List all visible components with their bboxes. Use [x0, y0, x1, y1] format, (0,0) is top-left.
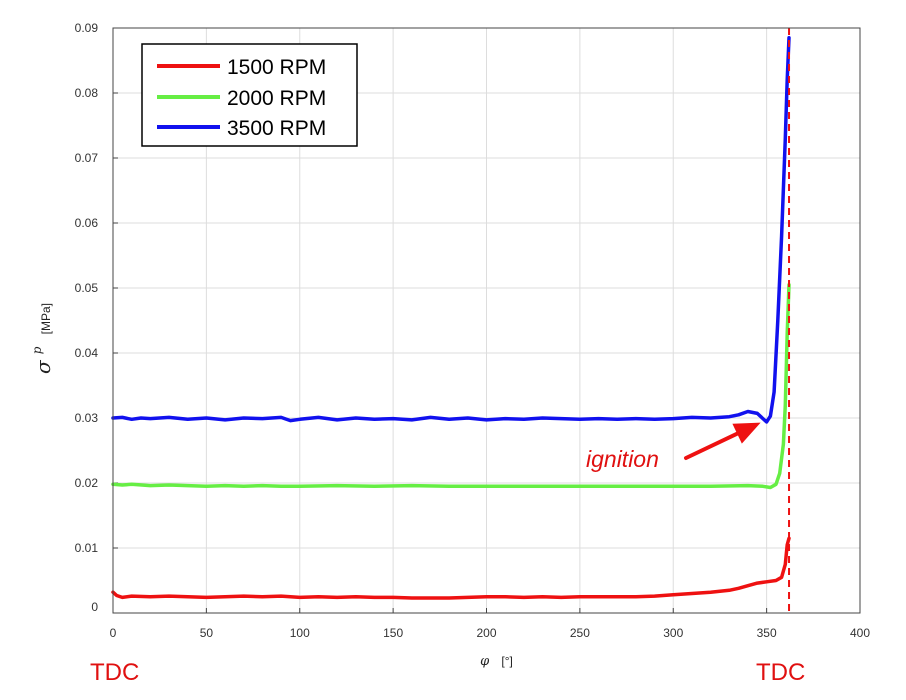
x-tick-label: 200	[476, 626, 496, 640]
y-tick-label: 0.08	[75, 86, 99, 100]
y-axis-label: σ p [MPa]	[30, 303, 55, 374]
y-axis-unit: [MPa]	[39, 303, 53, 334]
tdc-label-left: TDC	[90, 659, 139, 686]
ignition-arrow	[684, 422, 761, 460]
y-tick-label: 0.06	[75, 216, 99, 230]
x-tick-label: 150	[383, 626, 403, 640]
legend-label-3500: 3500 RPM	[227, 117, 326, 140]
x-tick-label: 0	[110, 626, 117, 640]
x-tick-label: 100	[290, 626, 310, 640]
x-tick-label: 400	[850, 626, 870, 640]
y-axis-symbol: σ	[31, 359, 55, 374]
y-tick-label: 0.01	[75, 541, 99, 555]
y-tick-labels: 0 0.01 0.02 0.03 0.04 0.05 0.06 0.07 0.08 0.09	[75, 21, 99, 614]
legend: 1500 RPM 2000 RPM 3500 RPM	[141, 43, 358, 147]
x-axis-unit: [°]	[501, 654, 512, 668]
x-tick-label: 350	[757, 626, 777, 640]
y-tick-label: 0.09	[75, 21, 99, 35]
y-tick-label: 0.03	[75, 411, 99, 425]
x-tick-label: 300	[663, 626, 683, 640]
ignition-label: ignition	[586, 446, 659, 472]
y-tick-label: 0.02	[75, 476, 99, 490]
series-line-2000	[111, 283, 791, 490]
x-axis-symbol: φ	[480, 654, 490, 669]
series-line-1500	[111, 536, 791, 600]
grid	[112, 27, 861, 614]
y-tick-label: 0.07	[75, 151, 99, 165]
y-axis-superscript: p	[30, 346, 44, 354]
x-tick-label: 50	[200, 626, 214, 640]
series-line-3500	[111, 36, 791, 424]
plot-frame	[112, 27, 861, 614]
x-tick-label: 250	[570, 626, 590, 640]
x-tick-labels: 0 50 100 150 200 250 300 350 400	[110, 626, 871, 640]
y-tick-label: 0	[91, 600, 98, 614]
x-axis-label: φ [°]	[480, 654, 513, 669]
legend-label-2000: 2000 RPM	[227, 87, 326, 110]
y-tick-label: 0.05	[75, 281, 99, 295]
y-tick-label: 0.04	[75, 346, 99, 360]
tdc-label-right: TDC	[756, 659, 805, 686]
legend-label-1500: 1500 RPM	[227, 56, 326, 79]
series-lines	[111, 36, 791, 600]
